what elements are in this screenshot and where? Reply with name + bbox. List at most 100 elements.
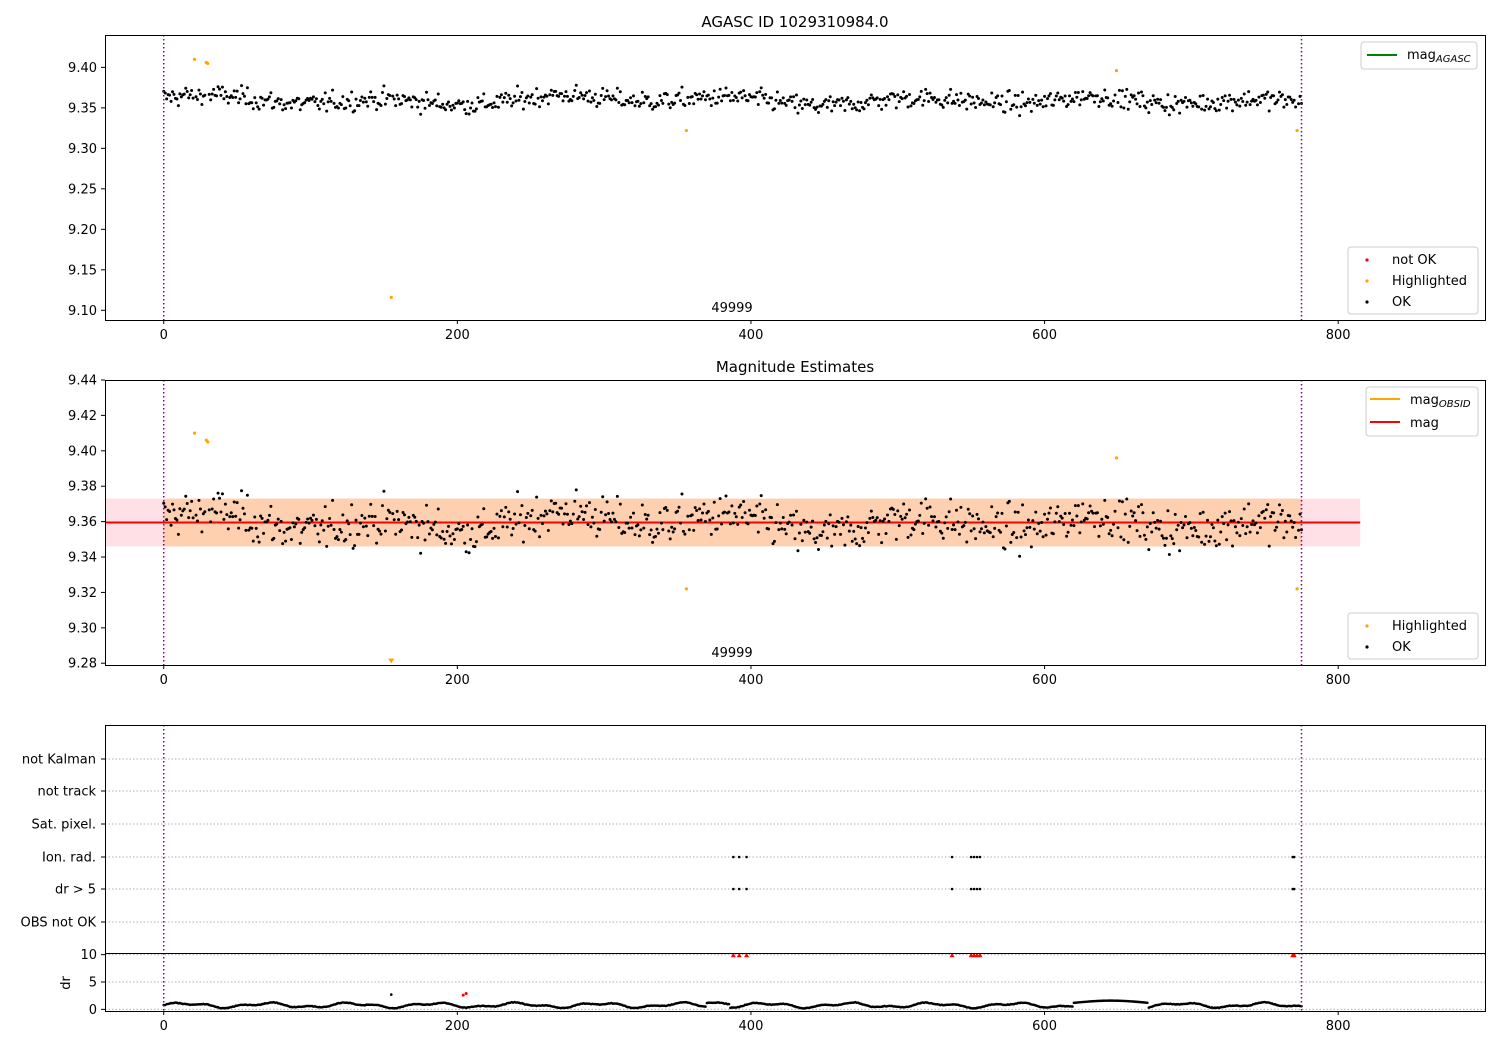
agasc-ok-point — [184, 86, 188, 90]
mag-ok-point — [560, 506, 564, 510]
agasc-ok-point — [187, 96, 191, 100]
mag-ok-point — [573, 499, 577, 503]
agasc-ok-point — [701, 94, 705, 98]
agasc-ok-point — [690, 95, 694, 99]
mag-ok-point — [491, 536, 495, 540]
agasc-ok-point — [858, 109, 862, 113]
agasc-ok-point — [545, 94, 549, 98]
dr-highlighted-point — [464, 991, 468, 995]
agasc-ok-point — [800, 107, 804, 111]
mag-ok-point — [1211, 526, 1215, 530]
agasc-ok-point — [1201, 94, 1205, 98]
mag-ok-point — [1034, 510, 1038, 514]
agasc-ok-point — [272, 105, 276, 109]
mag-ok-point — [1106, 516, 1110, 520]
mag-ok-point — [680, 492, 684, 496]
mag-ok-point — [502, 515, 506, 519]
flag-label-2: Sat. pixel. — [32, 818, 96, 833]
mag-ok-point — [561, 522, 565, 526]
mag-ok-point — [430, 528, 434, 532]
agasc-ok-point — [219, 93, 223, 97]
agasc-ok-point — [476, 96, 480, 100]
agasc-ok-point — [495, 94, 499, 98]
agasc-ok-point — [1219, 103, 1223, 107]
agasc-ok-point — [311, 95, 315, 99]
mag-ok-point — [303, 526, 307, 530]
agasc-ok-point — [1135, 102, 1139, 106]
agasc-ok-point — [353, 109, 357, 113]
mag-ok-point — [921, 531, 925, 535]
mag-ok-point — [632, 511, 636, 515]
agasc-ok-point — [952, 99, 956, 103]
legend-mag-obsid-label: magOBSID — [1410, 393, 1471, 410]
agasc-ok-point — [489, 102, 493, 106]
mag-ok-point — [1283, 519, 1287, 523]
agasc-ok-point — [1113, 93, 1117, 97]
mag-ok-point — [1188, 521, 1192, 525]
mag-ok-point — [1154, 526, 1158, 530]
agasc-ok-point — [521, 107, 525, 111]
mag-ok-point — [360, 514, 364, 518]
mag-ok-point — [1000, 511, 1004, 515]
agasc-ok-point — [182, 92, 186, 96]
mag-ok-point — [1258, 526, 1262, 530]
mag-ytick-label-7: 9.42 — [68, 409, 97, 424]
mag-ok-point — [1047, 511, 1051, 515]
mag-ok-point — [1276, 520, 1280, 524]
mag-ok-point — [812, 537, 816, 541]
agasc-ok-point — [1134, 97, 1138, 101]
agasc-ok-point — [673, 101, 677, 105]
dr-xtick-label-400: 400 — [739, 1019, 764, 1034]
mag-ok-point — [1063, 511, 1067, 515]
mag-ok-point — [858, 544, 862, 548]
agasc-ok-point — [946, 101, 950, 105]
agasc-ok-point — [1125, 87, 1129, 91]
flag-point — [969, 887, 973, 891]
agasc-ok-point — [220, 85, 224, 89]
mag-ok-point — [875, 516, 879, 520]
agasc-ok-point — [1147, 111, 1151, 115]
agasc-ok-point — [425, 90, 429, 94]
agasc-ok-point — [203, 93, 207, 97]
agasc-ok-point — [1207, 107, 1211, 111]
agasc-ok-point — [1004, 100, 1008, 104]
mag-highlighted-point — [192, 431, 197, 435]
agasc-ok-point — [1248, 103, 1252, 107]
mag-ok-point — [701, 511, 705, 515]
mag-ok-point — [1194, 529, 1198, 533]
agasc-ok-point — [1297, 102, 1301, 106]
agasc-ok-point — [1175, 102, 1179, 106]
agasc-ok-point — [730, 91, 734, 95]
mag-ok-point — [527, 527, 531, 531]
mag-ok-point — [743, 511, 747, 515]
flag-point — [1292, 855, 1296, 859]
mag-ytick-label-1: 9.30 — [68, 621, 97, 636]
agasc-ok-point — [611, 94, 615, 98]
agasc-ok-point — [885, 95, 889, 99]
mag-ok-point — [1022, 529, 1026, 533]
mag-ok-point — [222, 517, 226, 521]
agasc-ok-point — [1078, 103, 1082, 107]
mag-ok-point — [172, 508, 176, 512]
agasc-ok-point — [423, 106, 427, 110]
agasc-ok-point — [470, 101, 474, 105]
mag-ok-point — [884, 531, 888, 535]
agasc-ok-point — [347, 99, 351, 103]
agasc-ok-point — [496, 105, 500, 109]
agasc-ok-point — [699, 97, 703, 101]
mag-ok-point — [235, 501, 239, 505]
agasc-ok-point — [436, 92, 440, 96]
mag-xtick-label-400: 400 — [739, 673, 764, 688]
agasc-ok-point — [642, 101, 646, 105]
mag-estimates-title: Magnitude Estimates — [716, 358, 874, 376]
agasc-ok-point — [908, 92, 912, 96]
agasc-ok-point — [1060, 96, 1064, 100]
mag-ok-point — [1285, 530, 1289, 534]
agasc-ok-point — [692, 102, 696, 106]
mag-ok-point — [542, 514, 546, 518]
flag-point — [972, 887, 976, 891]
mag-ok-point — [1282, 536, 1286, 540]
mag-ok-point — [247, 528, 251, 532]
dr-panel: 0 200 400 600 800 0 5 10 dr — [59, 948, 1486, 1034]
mag-ok-point — [1128, 524, 1132, 528]
